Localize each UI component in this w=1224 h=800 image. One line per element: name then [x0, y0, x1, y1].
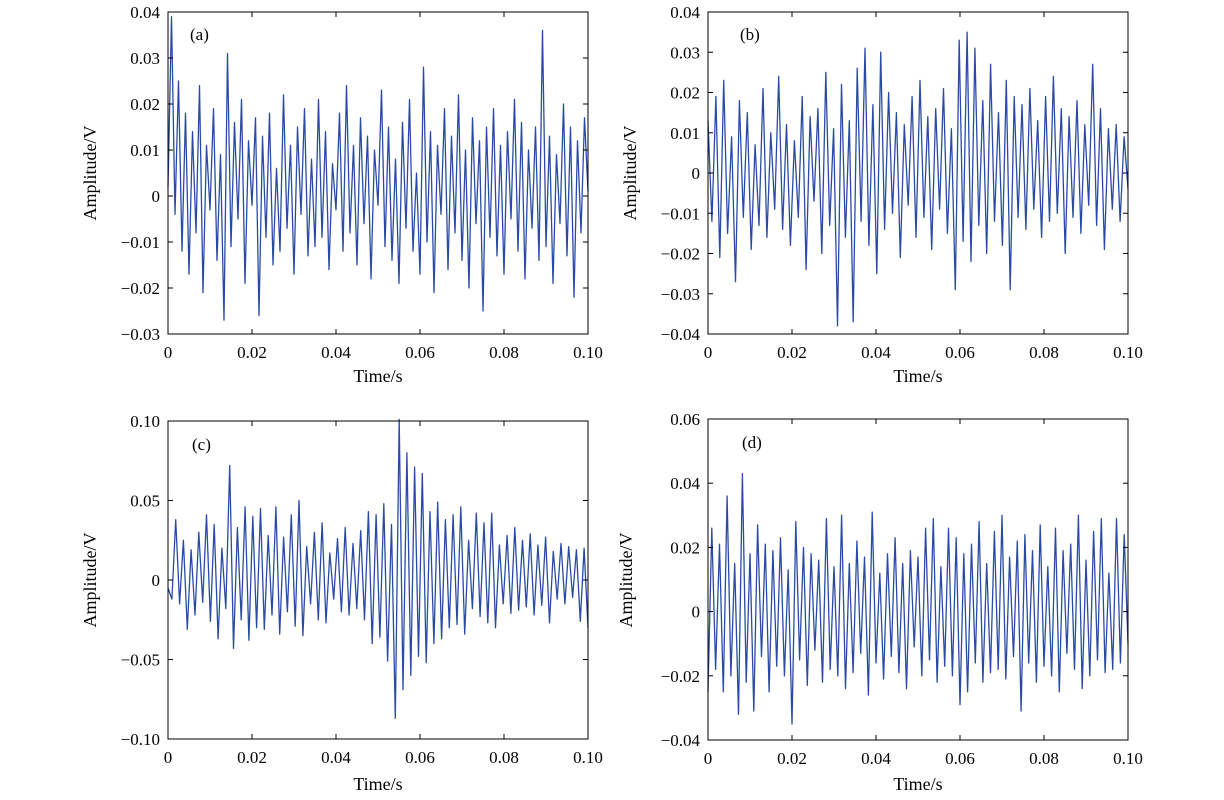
plot-frame	[167, 11, 589, 335]
y-axis-label: Amplitude/V	[616, 533, 636, 628]
x-tick-label: 0.08	[489, 748, 519, 767]
x-axis-label: Time/s	[353, 366, 402, 386]
x-axis-label: Time/s	[893, 366, 942, 386]
y-axis-label: Amplitude/V	[620, 126, 640, 221]
panel-label: (a)	[190, 25, 209, 44]
panel-d: Time/s Amplitude/V 0 0.02 0.04 0.06 0.08 0.10…	[616, 410, 1143, 794]
y-tick-label: −0.02	[661, 245, 700, 264]
y-tick-label: 0.03	[670, 43, 700, 62]
y-tick-label: 0.10	[130, 412, 160, 431]
y-tick-label: 0.04	[670, 3, 700, 22]
x-tick-label: 0.04	[861, 749, 891, 768]
x-tick-label: 0	[164, 748, 173, 767]
x-tick-label: 0.06	[405, 748, 435, 767]
y-tick-label: 0.01	[670, 124, 700, 143]
signal-line	[707, 472, 1129, 725]
x-tick-label: 0	[164, 343, 173, 362]
y-tick-label: 0	[692, 603, 701, 622]
panel-a: Time/s Amplitude/V 0 0.02 0.04 0.06 0.08 0.10…	[80, 3, 603, 386]
x-axis-label: Time/s	[893, 774, 942, 794]
y-tick-label: −0.04	[661, 731, 701, 750]
x-tick-label: 0.10	[1113, 343, 1143, 362]
panel-label: (d)	[742, 433, 762, 452]
y-tick-label: 0.02	[130, 95, 160, 114]
x-tick-label: 0.10	[1113, 749, 1143, 768]
panel-label: (c)	[192, 435, 211, 454]
x-tick-label: 0.06	[945, 343, 975, 362]
y-axis-label: Amplitude/V	[80, 533, 100, 628]
y-tick-label: −0.01	[661, 204, 700, 223]
y-tick-label: 0.06	[670, 410, 700, 429]
y-tick-label: 0.05	[130, 492, 160, 511]
y-tick-label: 0.04	[670, 474, 700, 493]
x-axis-label: Time/s	[353, 774, 402, 794]
x-tick-label: 0	[704, 343, 713, 362]
y-tick-label: 0	[152, 187, 161, 206]
panel-b: Time/s Amplitude/V 0 0.02 0.04 0.06 0.08 0.10…	[620, 3, 1143, 386]
signal-line	[167, 418, 589, 719]
x-tick-label: 0.02	[237, 343, 267, 362]
x-tick-label: 0.10	[573, 748, 603, 767]
y-tick-label: −0.10	[121, 730, 160, 749]
plot-frame	[707, 418, 1129, 741]
y-tick-label: −0.01	[121, 233, 160, 252]
y-tick-label: 0.04	[130, 3, 160, 22]
panel-label: (b)	[740, 25, 760, 44]
x-tick-label: 0.08	[1029, 343, 1059, 362]
y-tick-label: −0.02	[121, 279, 160, 298]
x-tick-label: 0.04	[321, 343, 351, 362]
signal-line	[707, 31, 1129, 327]
y-axis-label: Amplitude/V	[80, 126, 100, 221]
x-tick-label: 0.02	[237, 748, 267, 767]
y-tick-label: 0	[692, 164, 701, 183]
x-tick-label: 0	[704, 749, 713, 768]
x-tick-label: 0.04	[861, 343, 891, 362]
y-tick-label: −0.05	[121, 651, 160, 670]
x-tick-label: 0.06	[945, 749, 975, 768]
y-tick-label: −0.04	[661, 325, 701, 344]
y-tick-label: −0.03	[121, 325, 160, 344]
y-tick-label: 0.02	[670, 84, 700, 103]
x-tick-label: 0.02	[777, 749, 807, 768]
y-tick-label: 0.03	[130, 49, 160, 68]
y-tick-label: 0.02	[670, 538, 700, 557]
y-tick-label: −0.02	[661, 667, 700, 686]
x-tick-label: 0.02	[777, 343, 807, 362]
y-tick-label: 0	[152, 571, 161, 590]
x-tick-label: 0.08	[489, 343, 519, 362]
x-tick-label: 0.04	[321, 748, 351, 767]
x-tick-label: 0.08	[1029, 749, 1059, 768]
y-tick-label: −0.03	[661, 285, 700, 304]
panel-c: Time/s Amplitude/V 0 0.02 0.04 0.06 0.08 0.10…	[80, 412, 603, 794]
x-tick-label: 0.10	[573, 343, 603, 362]
y-tick-label: 0.01	[130, 141, 160, 160]
signal-line	[167, 15, 589, 321]
x-tick-label: 0.06	[405, 343, 435, 362]
